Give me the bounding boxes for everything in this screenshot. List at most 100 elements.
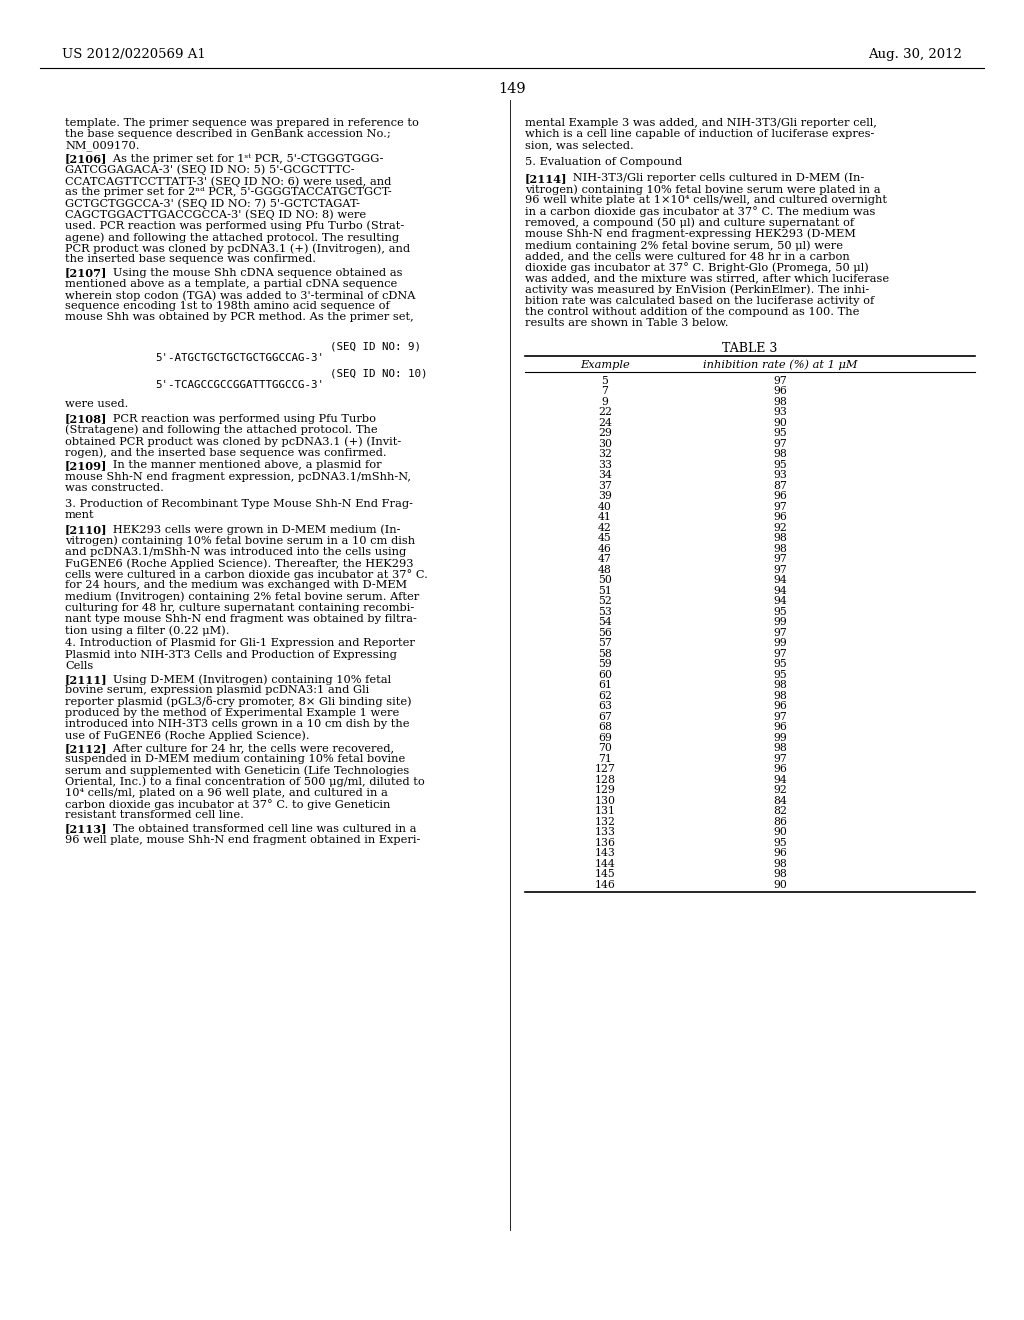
Text: 97: 97 xyxy=(773,648,786,659)
Text: 33: 33 xyxy=(598,459,612,470)
Text: 4. Introduction of Plasmid for Gli-1 Expression and Reporter: 4. Introduction of Plasmid for Gli-1 Exp… xyxy=(65,639,415,648)
Text: 90: 90 xyxy=(773,879,786,890)
Text: 94: 94 xyxy=(773,576,786,585)
Text: CAGCTGGACTTGACCGCCA-3' (SEQ ID NO: 8) were: CAGCTGGACTTGACCGCCA-3' (SEQ ID NO: 8) we… xyxy=(65,210,367,220)
Text: bition rate was calculated based on the luciferase activity of: bition rate was calculated based on the … xyxy=(525,296,874,306)
Text: introduced into NIH-3T3 cells grown in a 10 cm dish by the: introduced into NIH-3T3 cells grown in a… xyxy=(65,719,410,729)
Text: use of FuGENE6 (Roche Applied Science).: use of FuGENE6 (Roche Applied Science). xyxy=(65,730,309,741)
Text: carbon dioxide gas incubator at 37° C. to give Geneticin: carbon dioxide gas incubator at 37° C. t… xyxy=(65,799,390,810)
Text: 45: 45 xyxy=(598,533,612,543)
Text: produced by the method of Experimental Example 1 were: produced by the method of Experimental E… xyxy=(65,708,399,718)
Text: 95: 95 xyxy=(773,428,786,438)
Text: 29: 29 xyxy=(598,428,612,438)
Text: 93: 93 xyxy=(773,470,786,480)
Text: 136: 136 xyxy=(595,838,615,847)
Text: 63: 63 xyxy=(598,701,612,711)
Text: 96: 96 xyxy=(773,847,786,858)
Text: nant type mouse Shh-N end fragment was obtained by filtra-: nant type mouse Shh-N end fragment was o… xyxy=(65,614,417,624)
Text: in a carbon dioxide gas incubator at 37° C. The medium was: in a carbon dioxide gas incubator at 37°… xyxy=(525,206,876,218)
Text: medium (Invitrogen) containing 2% fetal bovine serum. After: medium (Invitrogen) containing 2% fetal … xyxy=(65,591,419,602)
Text: 99: 99 xyxy=(773,733,786,743)
Text: FuGENE6 (Roche Applied Science). Thereafter, the HEK293: FuGENE6 (Roche Applied Science). Thereaf… xyxy=(65,558,414,569)
Text: added, and the cells were cultured for 48 hr in a carbon: added, and the cells were cultured for 4… xyxy=(525,251,850,261)
Text: [2109]: [2109] xyxy=(65,461,108,471)
Text: 40: 40 xyxy=(598,502,612,512)
Text: 52: 52 xyxy=(598,597,612,606)
Text: 32: 32 xyxy=(598,449,612,459)
Text: culturing for 48 hr, culture supernatant containing recombi-: culturing for 48 hr, culture supernatant… xyxy=(65,603,415,612)
Text: 95: 95 xyxy=(773,669,786,680)
Text: vitrogen) containing 10% fetal bovine serum were plated in a: vitrogen) containing 10% fetal bovine se… xyxy=(525,183,881,194)
Text: 39: 39 xyxy=(598,491,612,502)
Text: HEK293 cells were grown in D-MEM medium (In-: HEK293 cells were grown in D-MEM medium … xyxy=(102,524,400,535)
Text: 41: 41 xyxy=(598,512,612,523)
Text: Aug. 30, 2012: Aug. 30, 2012 xyxy=(868,48,962,61)
Text: The obtained transformed cell line was cultured in a: The obtained transformed cell line was c… xyxy=(102,824,417,834)
Text: 22: 22 xyxy=(598,407,612,417)
Text: 96: 96 xyxy=(773,701,786,711)
Text: the control without addition of the compound as 100. The: the control without addition of the comp… xyxy=(525,308,859,317)
Text: 57: 57 xyxy=(598,638,612,648)
Text: 128: 128 xyxy=(595,775,615,784)
Text: 59: 59 xyxy=(598,659,612,669)
Text: [2113]: [2113] xyxy=(65,824,108,834)
Text: 96: 96 xyxy=(773,764,786,774)
Text: sion, was selected.: sion, was selected. xyxy=(525,140,634,150)
Text: used. PCR reaction was performed using Pfu Turbo (Strat-: used. PCR reaction was performed using P… xyxy=(65,220,404,231)
Text: suspended in D-MEM medium containing 10% fetal bovine: suspended in D-MEM medium containing 10%… xyxy=(65,755,406,764)
Text: wherein stop codon (TGA) was added to 3'-terminal of cDNA: wherein stop codon (TGA) was added to 3'… xyxy=(65,290,416,301)
Text: 127: 127 xyxy=(595,764,615,774)
Text: [2110]: [2110] xyxy=(65,524,108,536)
Text: 96: 96 xyxy=(773,491,786,502)
Text: which is a cell line capable of induction of luciferase expres-: which is a cell line capable of inductio… xyxy=(525,129,874,139)
Text: 97: 97 xyxy=(773,376,786,385)
Text: 84: 84 xyxy=(773,796,786,805)
Text: [2106]: [2106] xyxy=(65,153,108,165)
Text: the inserted base sequence was confirmed.: the inserted base sequence was confirmed… xyxy=(65,255,316,264)
Text: (Stratagene) and following the attached protocol. The: (Stratagene) and following the attached … xyxy=(65,425,378,436)
Text: 146: 146 xyxy=(595,879,615,890)
Text: [2112]: [2112] xyxy=(65,743,108,754)
Text: 96 well white plate at 1×10⁴ cells/well, and cultured overnight: 96 well white plate at 1×10⁴ cells/well,… xyxy=(525,195,887,205)
Text: rogen), and the inserted base sequence was confirmed.: rogen), and the inserted base sequence w… xyxy=(65,447,387,458)
Text: 94: 94 xyxy=(773,597,786,606)
Text: 96 well plate, mouse Shh-N end fragment obtained in Experi-: 96 well plate, mouse Shh-N end fragment … xyxy=(65,834,421,845)
Text: 98: 98 xyxy=(773,690,786,701)
Text: CCATCAGTTCCTTATT-3' (SEQ ID NO: 6) were used, and: CCATCAGTTCCTTATT-3' (SEQ ID NO: 6) were … xyxy=(65,176,391,186)
Text: mouse Shh-N end fragment expression, pcDNA3.1/mShh-N,: mouse Shh-N end fragment expression, pcD… xyxy=(65,471,411,482)
Text: dioxide gas incubator at 37° C. Bright-Glo (Promega, 50 μl): dioxide gas incubator at 37° C. Bright-G… xyxy=(525,263,868,273)
Text: NM_009170.: NM_009170. xyxy=(65,140,139,150)
Text: 99: 99 xyxy=(773,638,786,648)
Text: 143: 143 xyxy=(595,847,615,858)
Text: 37: 37 xyxy=(598,480,612,491)
Text: 61: 61 xyxy=(598,680,612,690)
Text: 95: 95 xyxy=(773,838,786,847)
Text: After culture for 24 hr, the cells were recovered,: After culture for 24 hr, the cells were … xyxy=(102,743,394,754)
Text: 98: 98 xyxy=(773,680,786,690)
Text: 48: 48 xyxy=(598,565,612,574)
Text: mental Example 3 was added, and NIH-3T3/Gli reporter cell,: mental Example 3 was added, and NIH-3T3/… xyxy=(525,117,877,128)
Text: 53: 53 xyxy=(598,607,612,616)
Text: 56: 56 xyxy=(598,627,612,638)
Text: bovine serum, expression plasmid pcDNA3:1 and Gli: bovine serum, expression plasmid pcDNA3:… xyxy=(65,685,370,696)
Text: 98: 98 xyxy=(773,858,786,869)
Text: 82: 82 xyxy=(773,807,787,816)
Text: 42: 42 xyxy=(598,523,612,532)
Text: 96: 96 xyxy=(773,512,786,523)
Text: 87: 87 xyxy=(773,480,786,491)
Text: 97: 97 xyxy=(773,565,786,574)
Text: 94: 94 xyxy=(773,586,786,595)
Text: GCTGCTGGCCA-3' (SEQ ID NO: 7) 5'-GCTCTAGAT-: GCTGCTGGCCA-3' (SEQ ID NO: 7) 5'-GCTCTAG… xyxy=(65,198,360,209)
Text: 5. Evaluation of Compound: 5. Evaluation of Compound xyxy=(525,157,682,166)
Text: cells were cultured in a carbon dioxide gas incubator at 37° C.: cells were cultured in a carbon dioxide … xyxy=(65,569,428,579)
Text: 95: 95 xyxy=(773,459,786,470)
Text: 149: 149 xyxy=(499,82,525,96)
Text: 129: 129 xyxy=(595,785,615,795)
Text: 62: 62 xyxy=(598,690,612,701)
Text: was constructed.: was constructed. xyxy=(65,483,164,492)
Text: 24: 24 xyxy=(598,417,612,428)
Text: template. The primer sequence was prepared in reference to: template. The primer sequence was prepar… xyxy=(65,117,419,128)
Text: 130: 130 xyxy=(595,796,615,805)
Text: 97: 97 xyxy=(773,711,786,722)
Text: 132: 132 xyxy=(595,817,615,826)
